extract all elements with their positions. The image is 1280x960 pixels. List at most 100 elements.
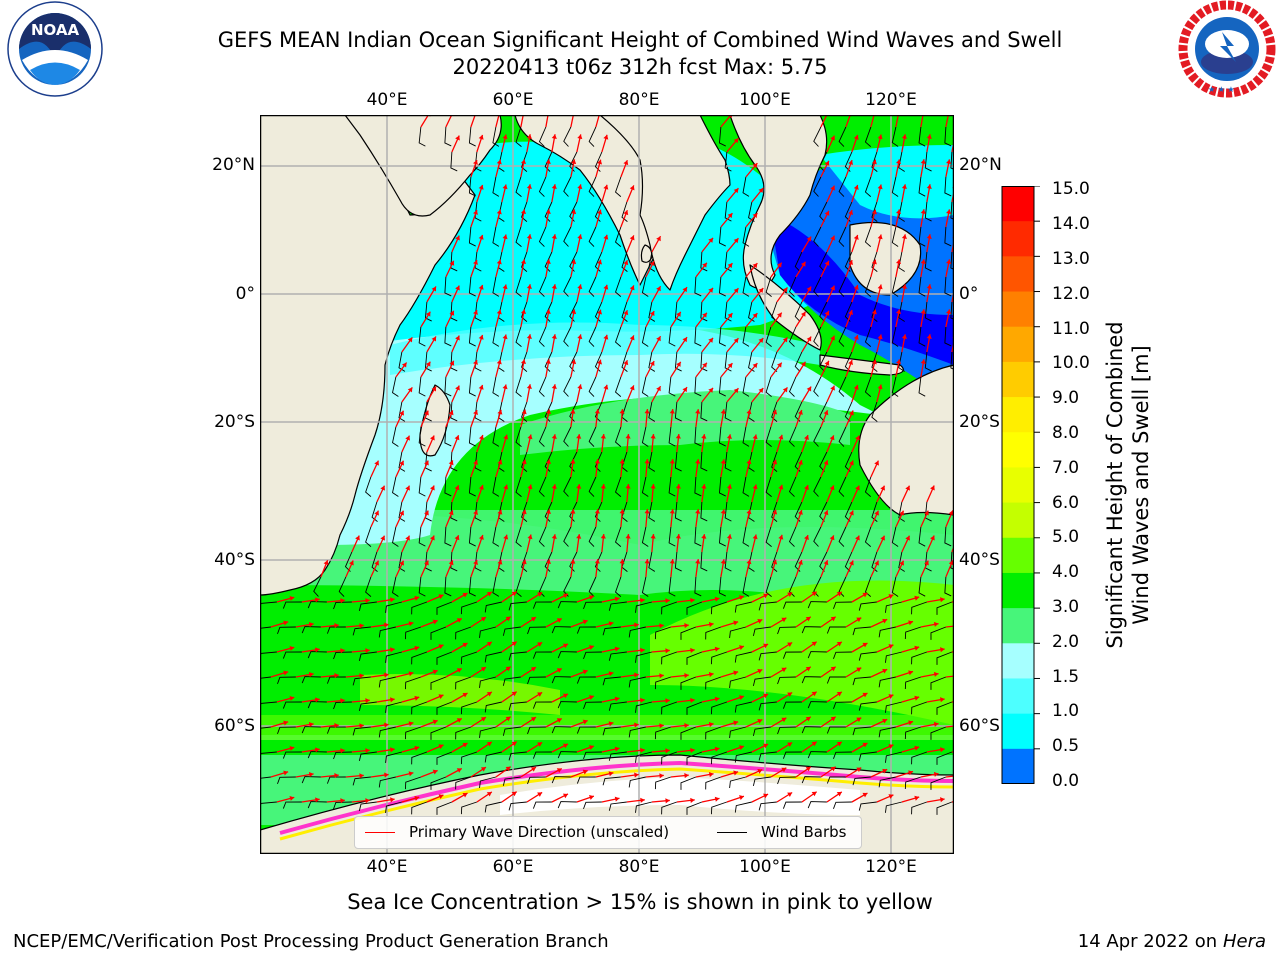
wind-barb [538,176,547,197]
wave-arrow [520,616,537,628]
wind-barb [771,501,778,522]
wave-arrow [801,386,812,403]
wind-barb [502,676,521,686]
wave-arrow [745,312,758,328]
wave-arrow [945,259,952,278]
wind-barb [648,551,656,572]
wind-barb [813,176,822,197]
wave-arrow [751,387,764,403]
wind-barb [864,576,872,597]
wave-arrow [626,597,645,603]
wind-barb [260,626,271,629]
wind-barb [594,301,603,322]
wind-barb [404,726,422,740]
wind-barb [301,676,321,684]
wave-arrow [926,647,945,653]
wind-barb [468,426,476,447]
colorbar-swatch [1002,291,1034,328]
wave-arrow [625,434,631,453]
wind-barb [588,326,597,347]
wave-arrow [345,773,364,779]
wave-arrow [895,560,905,578]
wind-barb [661,751,678,765]
wind-barb [641,426,649,447]
wave-arrow [326,598,345,604]
wind-barb [904,676,922,690]
wind-barb [648,251,656,272]
wave-arrow [351,748,370,754]
wind-barb [418,376,426,397]
wave-arrow [495,559,503,578]
wind-barb [282,701,302,709]
wave-arrow [401,336,413,353]
wave-arrow [276,745,295,753]
wind-barb [680,626,697,640]
wind-barb [771,551,778,572]
wind-barb [724,401,732,422]
wave-arrow [520,509,527,528]
wave-arrow [551,184,557,203]
wind-barb [307,601,327,609]
wind-barb [864,326,872,347]
wave-arrow [845,667,862,678]
wave-arrow [376,797,395,803]
wind-barb [782,701,802,709]
wave-arrow [501,334,508,353]
wind-barb [628,726,646,738]
wind-barb [260,726,271,729]
wind-barb [282,651,302,659]
wave-arrow [870,309,877,328]
wave-arrow [920,359,926,378]
wind-barb [404,676,422,690]
wind-barb [680,676,697,690]
wind-barb [700,501,708,522]
wind-barb [729,776,746,789]
wave-arrow [770,559,778,578]
wave-arrow [395,671,414,678]
wind-barb [777,776,796,785]
wave-arrow [620,722,639,728]
colorbar-swatch [1002,397,1034,433]
chart-title: GEFS MEAN Indian Ocean Significant Heigh… [217,28,1063,52]
footer-host: Hera [1222,931,1266,952]
wave-arrow [745,718,763,728]
wind-barb [661,601,678,615]
wind-barb [826,776,846,784]
wave-arrow [545,559,551,578]
colorbar-tick-label: 12.0 [1052,284,1090,304]
wave-arrow [820,766,837,778]
wave-arrow [701,646,720,653]
wind-barb [705,726,722,740]
wind-barb [515,326,522,347]
wave-arrow [901,134,907,153]
wind-barb [508,601,527,611]
wind-barb [521,401,528,422]
wind-barb [515,276,522,297]
wave-arrow [426,694,444,703]
wind-barb [871,351,878,372]
footer-credit: NCEP/EMC/Verification Post Processing Pr… [13,931,609,952]
wind-barb [668,476,676,497]
wave-arrow [695,559,701,578]
wave-arrow [420,510,429,528]
wind-barb [864,176,872,197]
wave-arrow [526,691,543,703]
colorbar-swatch [1002,467,1034,504]
wave-arrow [801,641,818,653]
wave-arrow [626,697,645,703]
wave-arrow [795,509,803,528]
wave-arrow [851,334,859,353]
wave-arrow [726,484,732,503]
wind-barb [444,276,452,297]
wave-arrow [926,134,932,153]
wind-barb [352,776,371,786]
wave-arrow [594,409,600,428]
wave-arrow [520,359,527,378]
wave-arrow [626,185,635,203]
wind-barb [833,701,852,709]
wave-arrow [445,410,454,428]
wind-barb [615,476,622,497]
wave-arrow [600,434,606,453]
wind-barb [819,201,828,222]
wave-arrow [669,409,675,428]
